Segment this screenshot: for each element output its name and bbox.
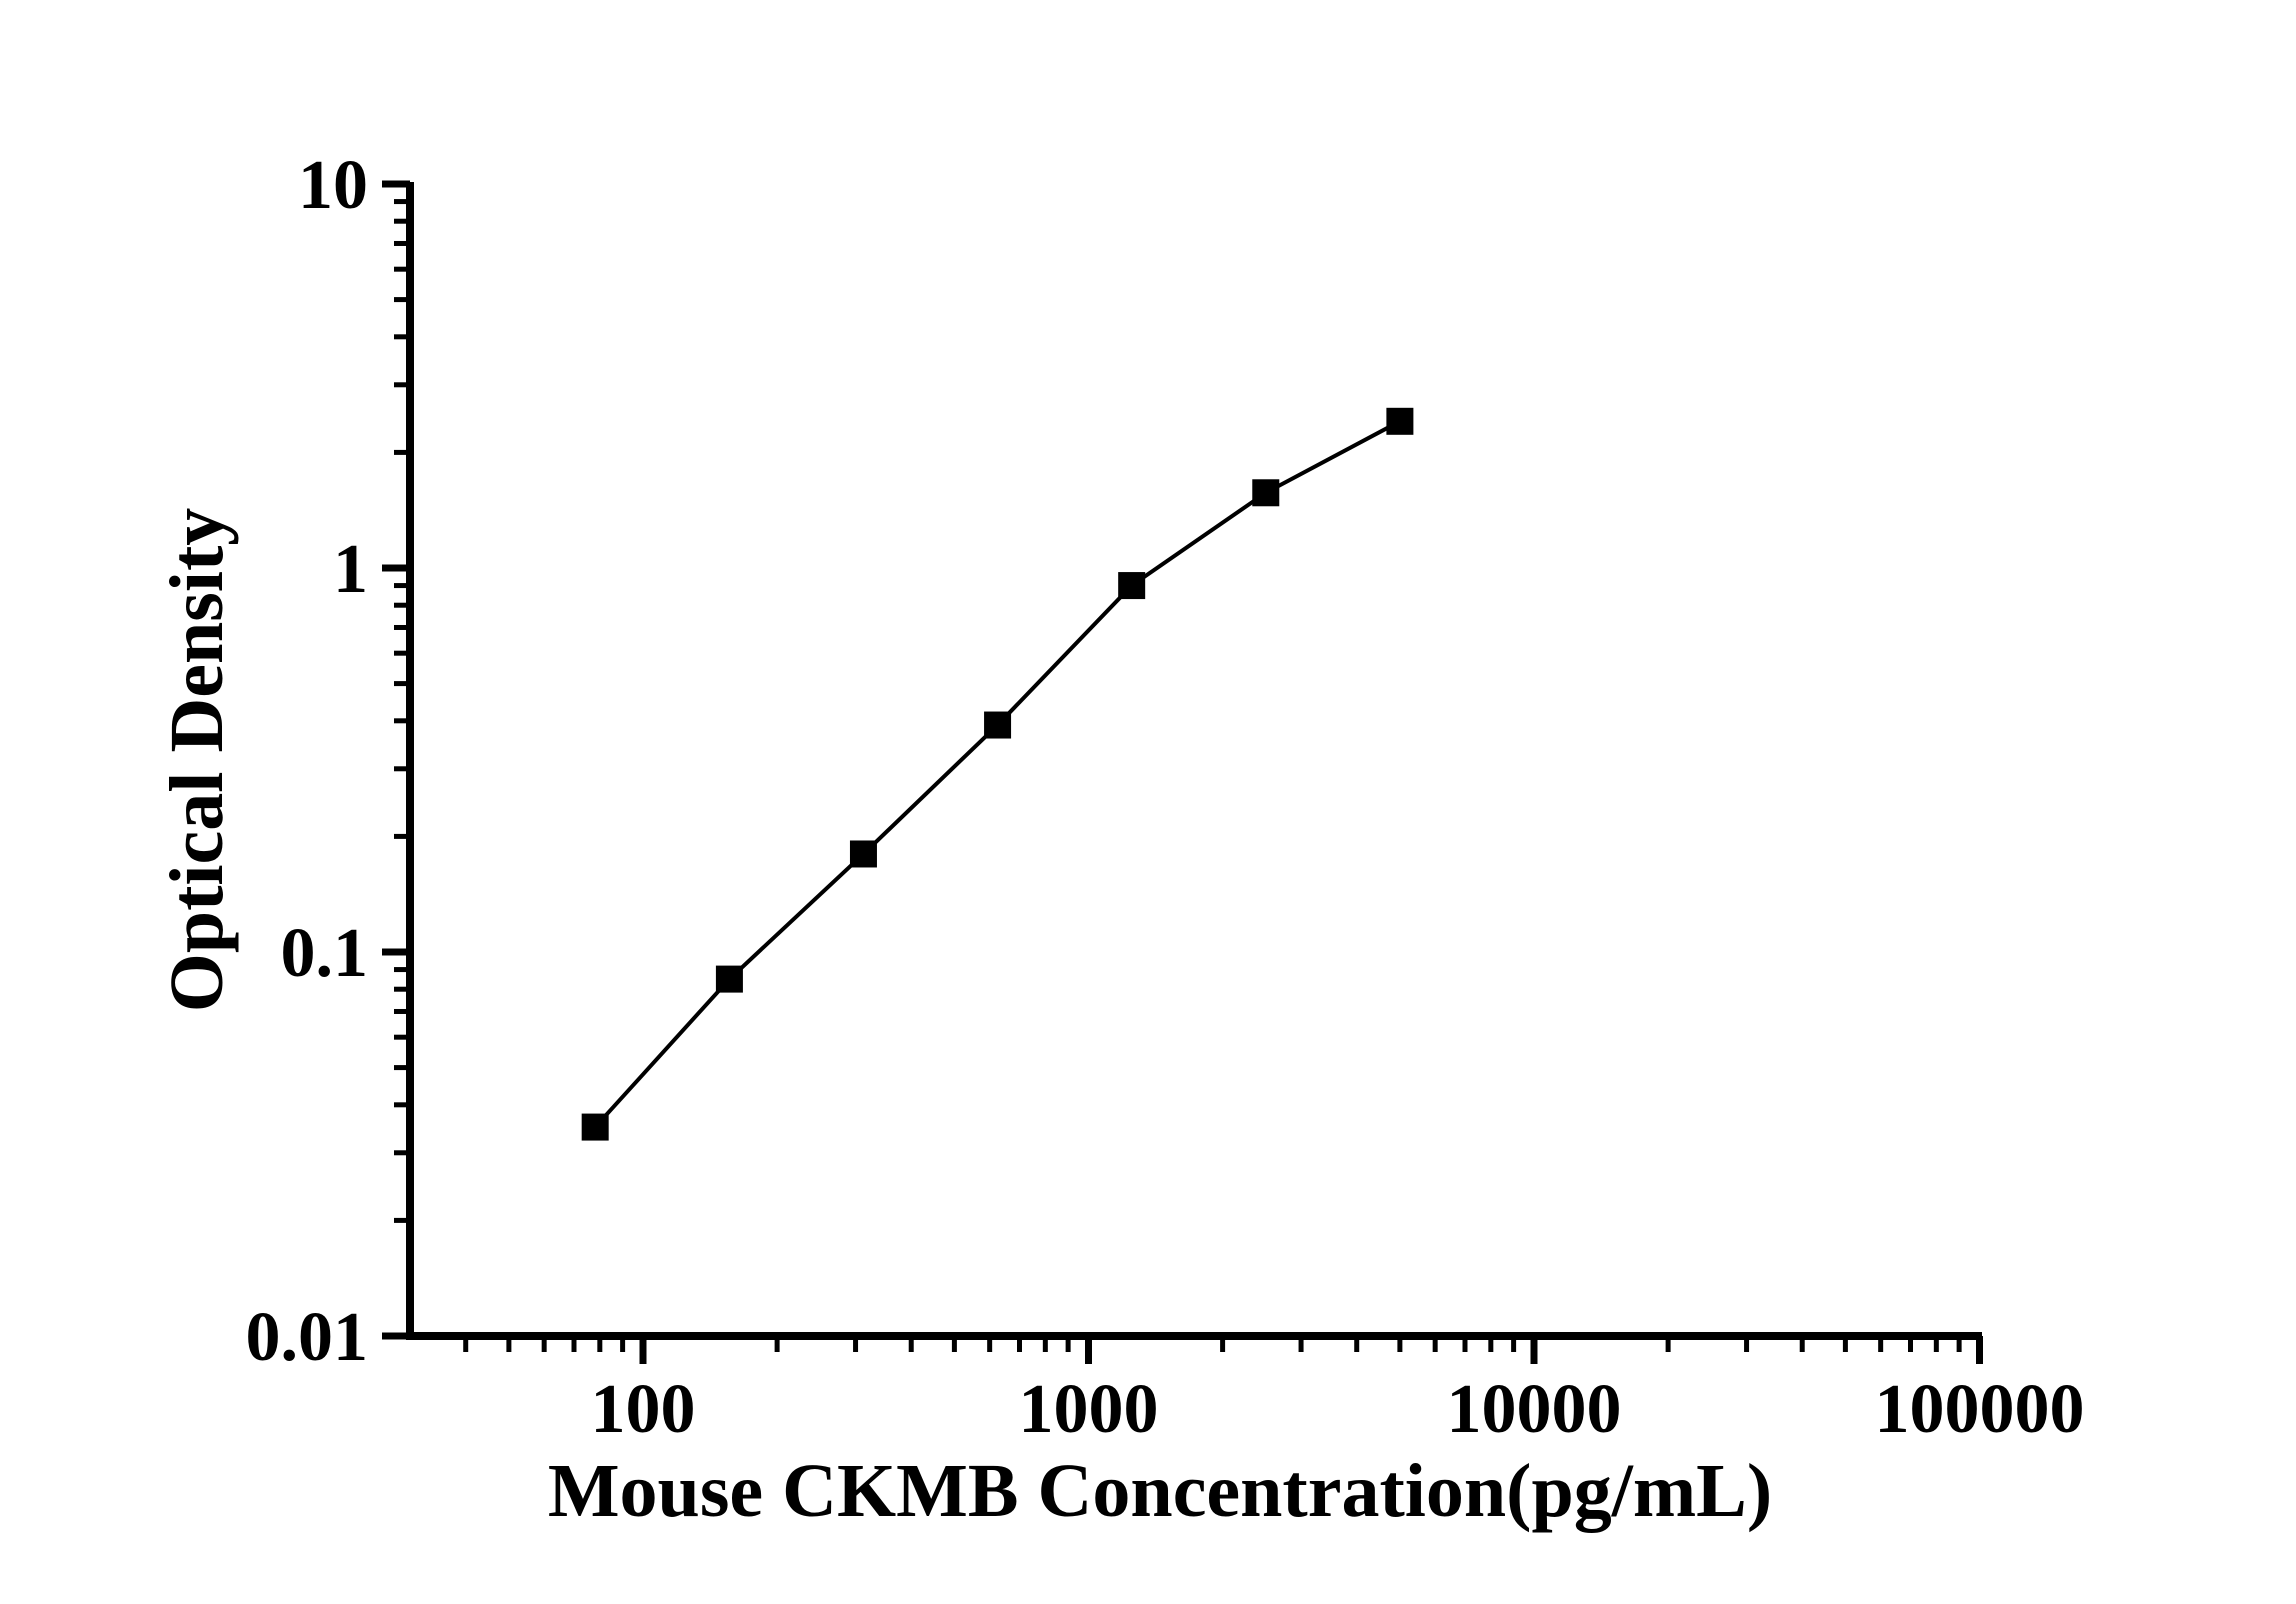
- data-point-marker: [1386, 407, 1414, 435]
- y-axis-tick-labels: 10 1 0.1 0.01: [246, 147, 369, 1376]
- data-point-marker: [1118, 572, 1146, 600]
- data-point-marker: [581, 1113, 609, 1141]
- y-axis-tick-label: 0.01: [246, 1299, 369, 1376]
- x-axis-tick-label: 100: [591, 1371, 696, 1448]
- y-axis-tick-label: 0.1: [281, 915, 369, 992]
- y-axis-title: Optical Density: [155, 508, 239, 1013]
- data-series: [581, 407, 1414, 1141]
- x-axis-tick-label: 100000: [1875, 1371, 2085, 1448]
- y-axis-tick-label: 1: [333, 531, 368, 608]
- x-axis-ticks: [463, 1336, 1983, 1364]
- data-point-marker: [984, 711, 1012, 739]
- x-axis-title: Mouse CKMB Concentration(pg/mL): [548, 1449, 1772, 1533]
- data-point-marker: [849, 840, 877, 868]
- x-axis-tick-label: 10000: [1447, 1371, 1622, 1448]
- x-axis-tick-labels: 100 1000 10000 100000: [591, 1371, 2085, 1448]
- x-axis-tick-label: 1000: [1019, 1371, 1159, 1448]
- y-axis-ticks: [382, 180, 410, 1340]
- y-axis-tick-label: 10: [298, 147, 368, 224]
- series-line: [593, 419, 1401, 1129]
- data-point-marker: [1252, 479, 1280, 507]
- data-point-marker: [715, 965, 743, 993]
- axes: [406, 182, 1982, 1340]
